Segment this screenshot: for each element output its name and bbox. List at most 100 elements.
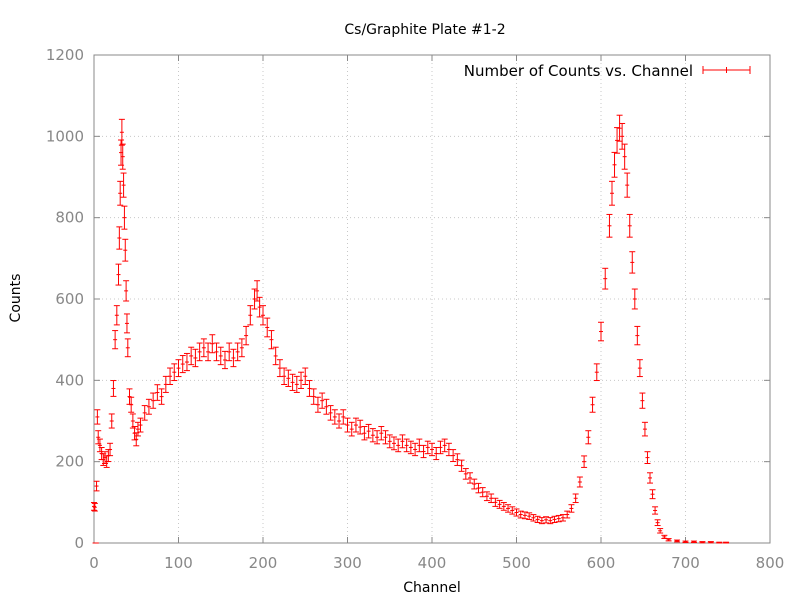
- data-point: [543, 516, 550, 524]
- y-tick-label: 0: [74, 534, 84, 552]
- data-point: [344, 417, 351, 433]
- x-tick-label: 800: [756, 554, 785, 572]
- data-point: [496, 499, 503, 509]
- data-point: [94, 409, 101, 425]
- data-point: [629, 251, 636, 274]
- legend: Number of Counts vs. Channel: [464, 62, 751, 80]
- data-point: [654, 519, 661, 527]
- data-point: [323, 398, 330, 415]
- data-point: [268, 330, 275, 350]
- data-point: [183, 352, 190, 372]
- data-point: [113, 305, 120, 326]
- data-point: [234, 342, 241, 362]
- grid-lines: [94, 55, 770, 543]
- data-point: [264, 317, 271, 338]
- data-point: [108, 413, 115, 429]
- data-point: [572, 493, 579, 504]
- data-point: [647, 472, 654, 484]
- data-point: [110, 380, 117, 397]
- data-point: [293, 375, 300, 393]
- data-point: [93, 480, 100, 492]
- data-point: [112, 330, 119, 350]
- data-point: [626, 213, 633, 238]
- data-point: [526, 512, 533, 520]
- data-point: [598, 321, 604, 342]
- data-point: [390, 436, 397, 451]
- data-point: [386, 434, 393, 449]
- data-point: [327, 405, 334, 421]
- data-point: [649, 489, 656, 500]
- data-point: [123, 313, 130, 334]
- data-point: [429, 442, 435, 457]
- data-point: [576, 476, 583, 488]
- data-point: [652, 506, 659, 515]
- data-point: [122, 238, 129, 262]
- data-point: [119, 143, 126, 170]
- data-point: [357, 419, 364, 435]
- data-point: [167, 367, 174, 386]
- data-point: [205, 342, 212, 362]
- data-point: [336, 413, 343, 429]
- data-point: [121, 205, 128, 230]
- data-point: [483, 491, 490, 502]
- data-point: [521, 511, 528, 520]
- data-point: [374, 430, 381, 445]
- data-point: [602, 267, 609, 290]
- data-point: [716, 541, 723, 544]
- data-point: [450, 449, 457, 463]
- data-point: [690, 540, 697, 543]
- data-point: [593, 363, 600, 382]
- data-point: [467, 472, 474, 484]
- data-point: [124, 338, 131, 358]
- data-point: [361, 426, 368, 441]
- data-point: [395, 438, 402, 453]
- x-tick-label: 0: [89, 554, 99, 572]
- data-point: [382, 430, 389, 445]
- data-point: [116, 226, 123, 250]
- data-point: [661, 534, 668, 539]
- data-point: [243, 325, 250, 346]
- x-tick-label: 700: [671, 554, 700, 572]
- y-tick-label: 1000: [46, 127, 84, 145]
- data-point: [479, 487, 486, 498]
- data-point: [134, 421, 141, 437]
- y-tick-label: 800: [55, 209, 84, 227]
- data-point: [707, 541, 714, 544]
- data-point: [260, 305, 266, 326]
- y-axis-tick-labels: 0 200 400 600 800 1000 1200: [46, 46, 84, 552]
- data-point: [538, 517, 545, 525]
- data-point: [200, 338, 207, 358]
- data-point: [616, 114, 623, 142]
- data-point: [209, 334, 216, 354]
- data-point: [624, 172, 631, 198]
- data-point: [319, 392, 326, 409]
- data-point: [154, 384, 161, 401]
- data-point: [115, 263, 122, 286]
- data-point: [420, 444, 427, 459]
- y-tick-label: 400: [55, 371, 84, 389]
- data-point: [619, 122, 626, 150]
- data-point: [471, 478, 478, 490]
- data-point: [188, 346, 195, 366]
- data-point: [608, 180, 615, 206]
- data-point: [530, 514, 537, 522]
- data-point: [285, 369, 292, 387]
- y-tick-label: 1200: [46, 46, 84, 64]
- data-point: [424, 440, 431, 455]
- data-point: [585, 430, 592, 445]
- data-point: [238, 338, 245, 358]
- data-point: [445, 442, 452, 457]
- data-point: [437, 440, 444, 455]
- data-point: [145, 398, 152, 415]
- data-point: [399, 434, 406, 449]
- chart-title: Cs/Graphite Plate #1-2: [344, 22, 505, 38]
- data-point: [302, 367, 309, 386]
- data-point: [378, 426, 385, 441]
- data-point: [488, 493, 495, 504]
- x-axis-title: Channel: [403, 580, 460, 596]
- data-point: [247, 305, 254, 326]
- data-point: [175, 359, 182, 378]
- legend-series-label: Number of Counts vs. Channel: [464, 62, 693, 80]
- data-point: [509, 506, 516, 515]
